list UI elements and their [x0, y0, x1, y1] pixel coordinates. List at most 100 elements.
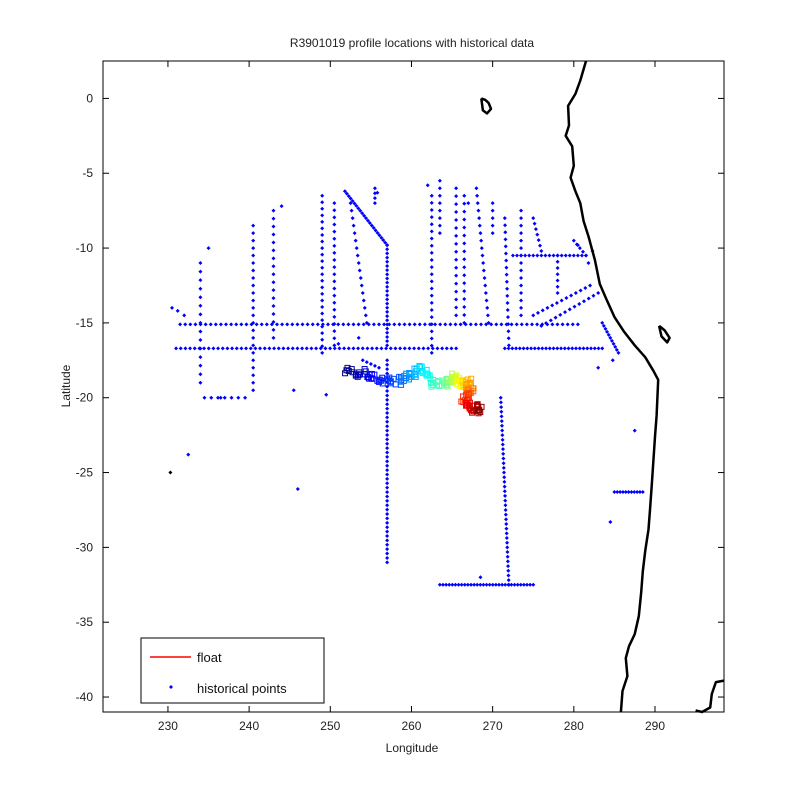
historical-point: [429, 329, 434, 334]
historical-point: [544, 346, 549, 351]
historical-point: [385, 334, 390, 339]
historical-point: [490, 231, 495, 236]
historical-point: [346, 194, 351, 199]
historical-point: [346, 346, 351, 351]
historical-point: [286, 346, 291, 351]
historical-point: [198, 380, 203, 385]
historical-point: [437, 216, 442, 221]
historical-point: [385, 476, 390, 481]
historical-point: [510, 346, 515, 351]
historical-point: [531, 253, 536, 258]
historical-point: [320, 311, 325, 316]
historical-point: [198, 329, 203, 334]
historical-point: [478, 575, 483, 580]
float-profile-marker: [460, 393, 467, 400]
historical-point: [606, 332, 611, 337]
historical-point: [198, 269, 203, 274]
historical-point: [490, 582, 495, 587]
historical-point: [332, 293, 337, 298]
historical-point: [499, 405, 504, 410]
historical-point: [385, 560, 390, 565]
historical-point: [385, 503, 390, 508]
historical-point: [320, 226, 325, 231]
historical-point: [550, 303, 555, 308]
y-tick-label: -40: [76, 690, 94, 704]
historical-point: [586, 261, 591, 266]
historical-point: [377, 233, 382, 238]
historical-point: [198, 312, 203, 317]
historical-point: [332, 258, 337, 263]
historical-point: [535, 310, 540, 315]
historical-point: [475, 582, 480, 587]
historical-point: [443, 322, 448, 327]
historical-point: [271, 327, 276, 332]
historical-point: [485, 313, 490, 318]
historical-point: [385, 259, 390, 264]
historical-point: [354, 203, 359, 208]
historical-point: [531, 216, 536, 221]
historical-point: [407, 346, 412, 351]
historical-point: [385, 516, 390, 521]
historical-point: [525, 582, 530, 587]
historical-point: [503, 512, 508, 517]
historical-point: [421, 346, 426, 351]
historical-point: [570, 346, 575, 351]
historical-point: [276, 346, 281, 351]
historical-point: [426, 346, 431, 351]
historical-point: [315, 322, 320, 327]
historical-point: [429, 215, 434, 220]
historical-point: [450, 582, 455, 587]
historical-point: [539, 249, 544, 254]
historical-point: [385, 301, 390, 306]
historical-point: [170, 305, 174, 310]
historical-point: [422, 322, 427, 327]
historical-point: [251, 388, 256, 393]
historical-point: [385, 551, 390, 556]
historical-point: [382, 322, 387, 327]
historical-point: [385, 490, 390, 495]
historical-point: [271, 264, 276, 269]
historical-point: [437, 201, 442, 206]
historical-point: [555, 272, 560, 277]
historical-point: [555, 284, 560, 289]
historical-point: [385, 411, 390, 416]
historical-point: [295, 322, 300, 327]
historical-point: [462, 273, 467, 278]
historical-point: [478, 231, 483, 236]
historical-point: [178, 322, 183, 327]
coastline-mainland: [564, 60, 660, 713]
historical-point: [440, 346, 445, 351]
historical-point: [519, 305, 524, 310]
historical-point: [332, 201, 337, 206]
historical-point: [385, 406, 390, 411]
historical-point: [209, 395, 214, 400]
historical-point: [385, 533, 390, 538]
historical-point: [251, 380, 256, 385]
historical-point: [259, 322, 264, 327]
historical-point: [377, 365, 381, 370]
historical-point: [351, 322, 356, 327]
historical-point: [540, 308, 545, 313]
historical-point: [551, 253, 556, 258]
historical-point: [454, 313, 459, 318]
historical-point: [465, 582, 470, 587]
historical-point: [356, 346, 361, 351]
historical-point: [375, 190, 380, 195]
historical-point: [506, 582, 511, 587]
historical-point: [490, 223, 495, 228]
historical-point: [324, 392, 329, 397]
x-tick-label: 270: [483, 719, 503, 733]
historical-point: [571, 238, 576, 243]
historical-point: [505, 545, 510, 550]
historical-point: [555, 290, 560, 295]
historical-point: [372, 363, 377, 368]
historical-point: [239, 346, 244, 351]
historical-point: [444, 346, 449, 351]
historical-point: [454, 218, 459, 223]
historical-point: [360, 358, 365, 363]
historical-point: [459, 582, 464, 587]
historical-point: [506, 573, 511, 578]
historical-point: [385, 243, 390, 248]
historical-point: [591, 293, 596, 298]
historical-point: [398, 346, 403, 351]
